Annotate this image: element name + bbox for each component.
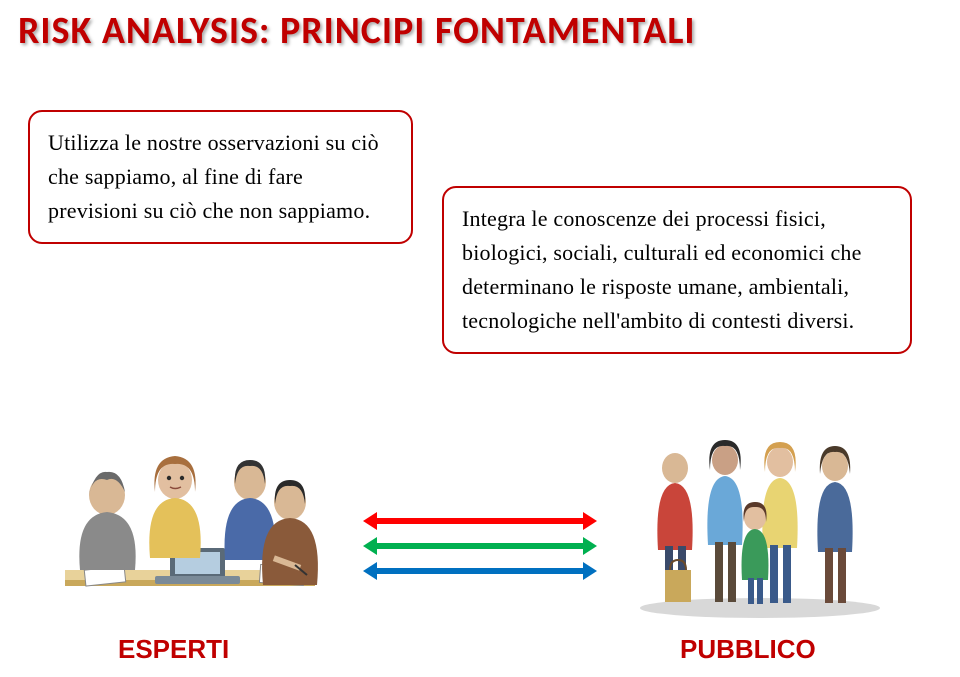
experts-illustration (55, 440, 335, 615)
arrow-red (365, 510, 595, 532)
info-box-observations: Utilizza le nostre osservazioni su ciò c… (28, 110, 413, 244)
arrow-green (365, 535, 595, 557)
arrow-blue (365, 560, 595, 582)
bidirectional-arrows (365, 510, 595, 585)
info-box-knowledge: Integra le conoscenze dei processi fisic… (442, 186, 912, 354)
label-public: PUBBLICO (680, 634, 816, 665)
label-experts: ESPERTI (118, 634, 229, 665)
public-illustration (620, 430, 900, 620)
page-title: RISK ANALYSIS: PRINCIPI FONTAMENTALI (18, 8, 696, 54)
